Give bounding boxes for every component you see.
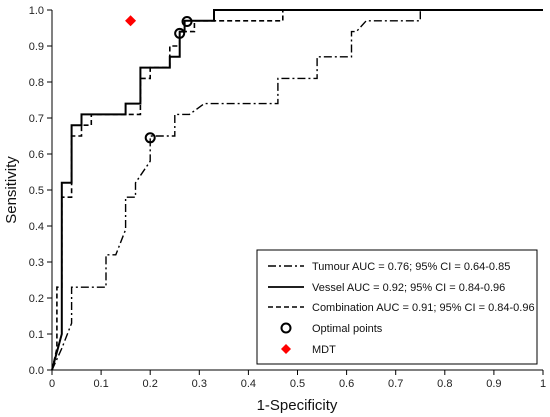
x-tick-label: 0.7	[388, 378, 403, 390]
y-tick-label: 0.2	[29, 293, 44, 305]
tumour-curve	[51, 9, 543, 371]
y-tick-label: 0.5	[29, 185, 44, 197]
legend-swatch-mdt	[281, 344, 291, 354]
legend-label-tumour: Tumour AUC = 0.76; 95% CI = 0.64-0.85	[312, 261, 510, 273]
legend-label-vessel: Vessel AUC = 0.92; 95% CI = 0.84-0.96	[312, 282, 505, 294]
x-tick-label: 0	[49, 378, 55, 390]
y-tick-label: 0.1	[29, 329, 44, 341]
x-ticks: 0 0.1 0.2 0.3 0.4 0.5 0.6 0.7 0.8 0.9 1	[49, 370, 546, 390]
x-tick-label: 0.8	[437, 378, 452, 390]
x-tick-label: 0.1	[93, 378, 108, 390]
x-tick-label: 0.5	[290, 378, 305, 390]
legend-swatch-optimal	[280, 322, 292, 334]
x-tick-label: 0.6	[339, 378, 354, 390]
y-tick-label: 0.6	[29, 149, 44, 161]
x-tick-label: 0.9	[486, 378, 501, 390]
optimal-point	[181, 16, 193, 28]
x-axis-title: 1-Specificity	[257, 397, 338, 414]
y-tick-label: 0.9	[29, 41, 44, 53]
y-tick-label: 0.8	[29, 77, 44, 89]
y-tick-label: 0.4	[29, 221, 44, 233]
markers	[125, 15, 193, 144]
legend-label-mdt: MDT	[312, 344, 336, 356]
y-tick-label: 1.0	[29, 5, 44, 17]
x-tick-label: 1	[540, 378, 546, 390]
y-ticks: 0.0 0.1 0.2 0.3 0.4 0.5 0.6 0.7 0.8 0.9 1.0	[29, 5, 52, 377]
legend: Tumour AUC = 0.76; 95% CI = 0.64-0.85 Ve…	[256, 249, 538, 365]
y-axis-title: Sensitivity	[3, 156, 20, 224]
y-tick-label: 0.0	[29, 365, 44, 377]
x-tick-label: 0.3	[192, 378, 207, 390]
y-tick-label: 0.3	[29, 257, 44, 269]
roc-curves	[51, 9, 543, 371]
legend-label-optimal: Optimal points	[312, 323, 383, 335]
combination-curve	[51, 9, 543, 371]
optimal-point	[174, 27, 186, 39]
x-tick-label: 0.4	[241, 378, 256, 390]
y-tick-label: 0.7	[29, 113, 44, 125]
optimal-point	[144, 132, 156, 144]
x-tick-label: 0.2	[143, 378, 158, 390]
legend-label-combination: Combination AUC = 0.91; 95% CI = 0.84-0.…	[312, 302, 535, 314]
mdt-point	[125, 15, 137, 27]
